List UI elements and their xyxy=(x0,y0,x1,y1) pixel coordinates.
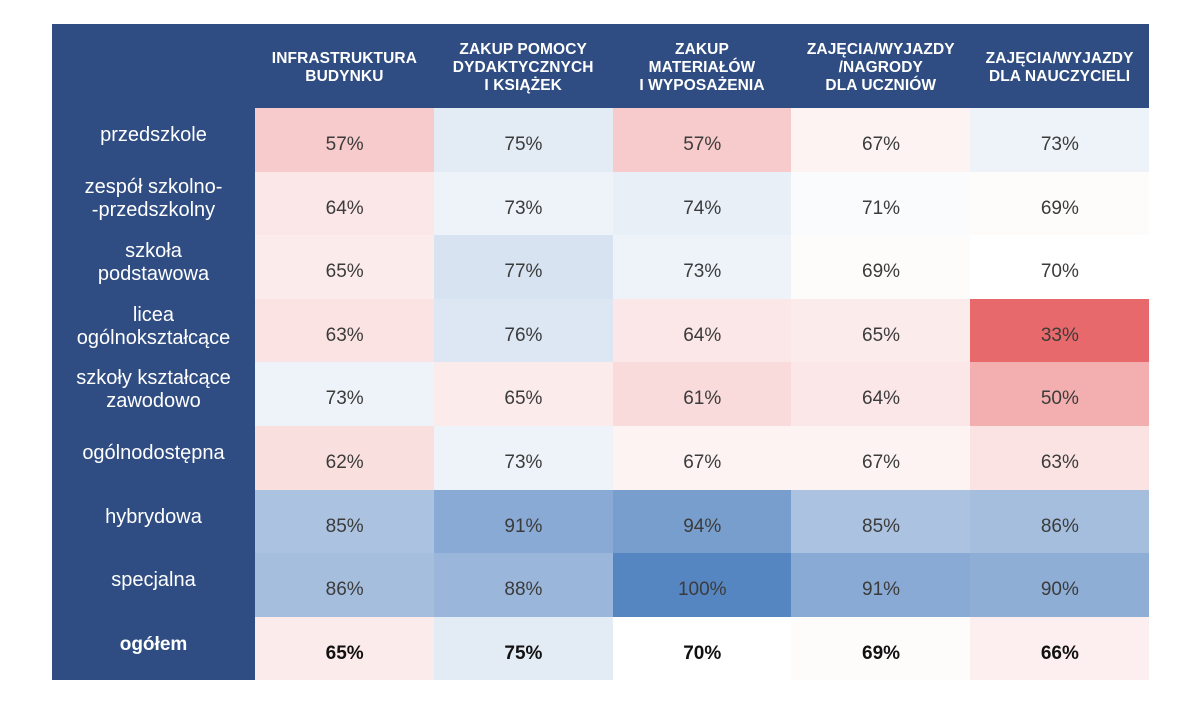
column-header-5: ZAJĘCIA/WYJAZDY DLA NAUCZYCIELI xyxy=(985,50,1134,85)
heatmap-cell: 73% xyxy=(970,108,1150,173)
column-header-3: ZAKUP MATERIAŁÓW I WYPOSAŻENIA xyxy=(639,41,765,94)
row-label-total: ogółem xyxy=(119,634,188,656)
total-cell: 70% xyxy=(612,616,792,681)
heatmap-cell: 90% xyxy=(970,553,1150,618)
heatmap-cell: 85% xyxy=(255,489,435,554)
heatmap-cell: 73% xyxy=(433,171,614,236)
heatmap-cell: 64% xyxy=(255,171,435,236)
heatmap-cell: 65% xyxy=(791,298,971,363)
heatmap-cell: 67% xyxy=(791,108,971,173)
heatmap-cell: 64% xyxy=(612,298,792,363)
row-label-ogolnodostepna: ogólnodostępna xyxy=(82,442,225,465)
heatmap-cell: 73% xyxy=(433,426,614,491)
heatmap-cell: 67% xyxy=(791,426,971,491)
row-label-zespol-szkolno-przedszkolny: zespół szkolno- -przedszkolny xyxy=(84,176,223,222)
heatmap-cell: 85% xyxy=(791,489,971,554)
total-cell: 66% xyxy=(970,616,1150,681)
column-header-4: ZAJĘCIA/WYJAZDY/NAGRODY DLA UCZNIÓW xyxy=(806,41,955,94)
heatmap-cell: 76% xyxy=(433,298,614,363)
heatmap-cell: 67% xyxy=(612,426,792,491)
heatmap-cell: 69% xyxy=(791,235,971,300)
heatmap-cell: 74% xyxy=(612,171,792,236)
heatmap-cell: 50% xyxy=(970,362,1150,427)
total-cell: 69% xyxy=(791,616,971,681)
row-label-przedszkole: przedszkole xyxy=(100,124,207,147)
heatmap-cell: 33% xyxy=(970,298,1150,363)
heatmap-cell: 71% xyxy=(791,171,971,236)
heatmap-cell: 63% xyxy=(255,298,435,363)
heatmap-cell: 91% xyxy=(791,553,971,618)
heatmap-cell: 61% xyxy=(612,362,792,427)
heatmap-cell: 88% xyxy=(433,553,614,618)
heatmap-cell: 86% xyxy=(970,489,1150,554)
heatmap-cell: 64% xyxy=(791,362,971,427)
heatmap-cell: 86% xyxy=(255,553,435,618)
row-label-szkola-podstawowa: szkoła podstawowa xyxy=(97,239,210,285)
heatmap-cell: 57% xyxy=(612,108,792,173)
heatmap-cell: 63% xyxy=(970,426,1150,491)
total-cell: 65% xyxy=(255,616,435,681)
row-label-band xyxy=(52,24,255,681)
heatmap-cell: 75% xyxy=(433,108,614,173)
heatmap-cell: 94% xyxy=(612,489,792,554)
heatmap-cell: 77% xyxy=(433,235,614,300)
heatmap-cell: 70% xyxy=(970,235,1150,300)
heatmap-cell: 73% xyxy=(255,362,435,427)
column-header-2: ZAKUP POMOCY DYDAKTYCZNYCH I KSIĄŻEK xyxy=(452,41,594,94)
heatmap-cell: 57% xyxy=(255,108,435,173)
total-cell: 75% xyxy=(433,616,614,681)
heatmap-table: INFRASTRUKTURA BUDYNKU ZAKUP POMOCY DYDAKTY… xyxy=(52,24,1150,681)
row-label-specjalna: specjalna xyxy=(111,569,196,592)
heatmap-cell: 69% xyxy=(970,171,1150,236)
heatmap-cell: 91% xyxy=(433,489,614,554)
row-label-hybrydowa: hybrydowa xyxy=(105,505,202,528)
heatmap-cell: 65% xyxy=(433,362,614,427)
column-header-1: INFRASTRUKTURA BUDYNKU xyxy=(271,50,417,85)
row-label-licea-ogolnoksztalcace: licea ogólnokształcące xyxy=(76,303,231,349)
heatmap-cell: 62% xyxy=(255,426,435,491)
heatmap-cell: 73% xyxy=(612,235,792,300)
row-label-szkoly-ksztalcace-zawodowo: szkoły kształcące zawodowo xyxy=(76,367,231,413)
heatmap-cell: 65% xyxy=(255,235,435,300)
heatmap-cell: 100% xyxy=(612,553,792,618)
